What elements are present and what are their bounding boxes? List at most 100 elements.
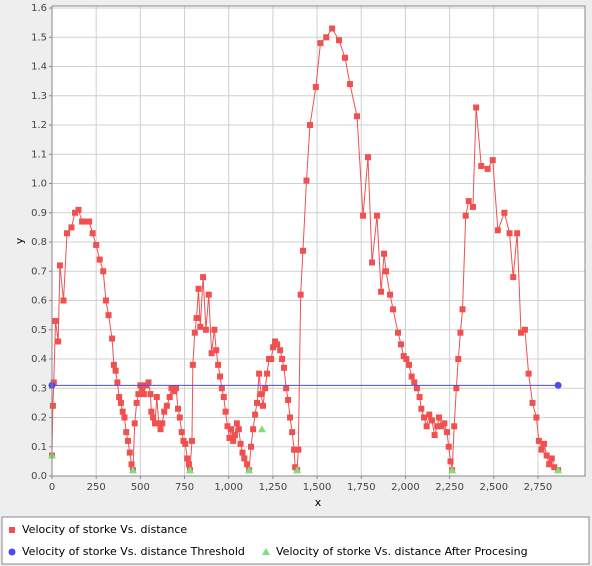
- point: [260, 402, 267, 409]
- point: [197, 323, 204, 330]
- point: [473, 104, 480, 111]
- y-tick-label: 0.4: [31, 354, 47, 365]
- point: [226, 434, 233, 441]
- point: [287, 414, 294, 421]
- y-tick-label: 0.5: [31, 325, 47, 336]
- point: [250, 426, 257, 433]
- point: [484, 165, 491, 172]
- plot-border: [51, 5, 586, 477]
- point: [354, 113, 361, 120]
- point: [383, 268, 390, 275]
- point: [152, 420, 159, 427]
- point: [501, 209, 508, 216]
- point: [185, 461, 192, 468]
- point: [543, 452, 550, 459]
- point: [554, 466, 563, 474]
- point: [79, 218, 86, 225]
- x-tick-label: 2,750: [524, 482, 553, 493]
- point: [510, 274, 517, 281]
- point: [312, 84, 319, 91]
- point: [395, 329, 402, 336]
- point: [413, 385, 420, 392]
- point: [448, 466, 457, 474]
- point: [423, 423, 430, 430]
- point: [364, 154, 371, 161]
- x-tick-label: 1,250: [259, 482, 288, 493]
- point: [220, 394, 227, 401]
- legend-label: Velocity of storke Vs. distance After Pr…: [276, 545, 528, 558]
- point: [82, 218, 89, 225]
- point: [387, 291, 394, 298]
- point: [323, 34, 330, 41]
- point: [285, 396, 292, 403]
- point: [506, 230, 513, 237]
- point: [119, 408, 126, 415]
- point: [360, 212, 367, 219]
- point: [9, 527, 15, 533]
- point: [140, 391, 147, 398]
- x-tick-label: 1,000: [214, 482, 243, 493]
- point: [256, 370, 263, 377]
- point: [175, 405, 182, 412]
- point: [459, 306, 466, 313]
- point: [297, 291, 304, 298]
- point: [521, 326, 528, 333]
- point: [153, 394, 160, 401]
- point: [235, 426, 242, 433]
- point: [86, 218, 93, 225]
- point: [465, 198, 472, 205]
- point: [291, 446, 298, 453]
- point: [478, 162, 485, 169]
- point: [159, 420, 166, 427]
- point: [224, 423, 231, 430]
- point: [443, 429, 450, 436]
- x-tick-label: 1,750: [347, 482, 376, 493]
- point: [147, 391, 154, 398]
- point: [408, 373, 415, 380]
- point: [257, 425, 266, 433]
- point: [428, 417, 435, 424]
- point: [228, 426, 235, 433]
- point: [303, 177, 310, 184]
- point: [186, 466, 195, 474]
- x-tick-label: 2,250: [435, 482, 464, 493]
- point: [533, 414, 540, 421]
- point: [277, 347, 284, 354]
- point: [176, 414, 183, 421]
- point: [462, 212, 469, 219]
- point: [60, 297, 67, 304]
- point: [117, 399, 124, 406]
- y-tick-label: 1.4: [31, 62, 47, 73]
- point: [336, 37, 342, 44]
- point: [283, 385, 290, 392]
- point: [525, 370, 532, 377]
- point: [369, 259, 376, 266]
- point: [150, 414, 157, 421]
- point: [254, 399, 260, 406]
- legend-label: Velocity of storke Vs. distance Threshol…: [22, 545, 245, 558]
- point: [178, 429, 185, 436]
- point: [252, 411, 259, 418]
- point: [381, 250, 388, 257]
- point: [217, 373, 224, 380]
- point: [191, 329, 198, 336]
- axes: 0 250 500 750 1,000 1,250 1,500 1,750 2,000 2,250…: [31, 3, 552, 493]
- point: [189, 361, 196, 368]
- point: [205, 291, 212, 298]
- point: [299, 247, 306, 254]
- point: [469, 203, 476, 210]
- point: [398, 341, 405, 348]
- point: [293, 466, 302, 474]
- point: [426, 411, 433, 418]
- point: [139, 385, 146, 392]
- point: [163, 402, 170, 409]
- point: [231, 432, 238, 439]
- point: [436, 414, 443, 421]
- y-tick-label: 0.0: [31, 471, 47, 482]
- point: [554, 381, 562, 389]
- y-tick-label: 1.1: [31, 149, 47, 160]
- point: [8, 548, 16, 556]
- point: [411, 379, 418, 386]
- x-tick-label: 2,500: [479, 482, 508, 493]
- point: [182, 440, 189, 447]
